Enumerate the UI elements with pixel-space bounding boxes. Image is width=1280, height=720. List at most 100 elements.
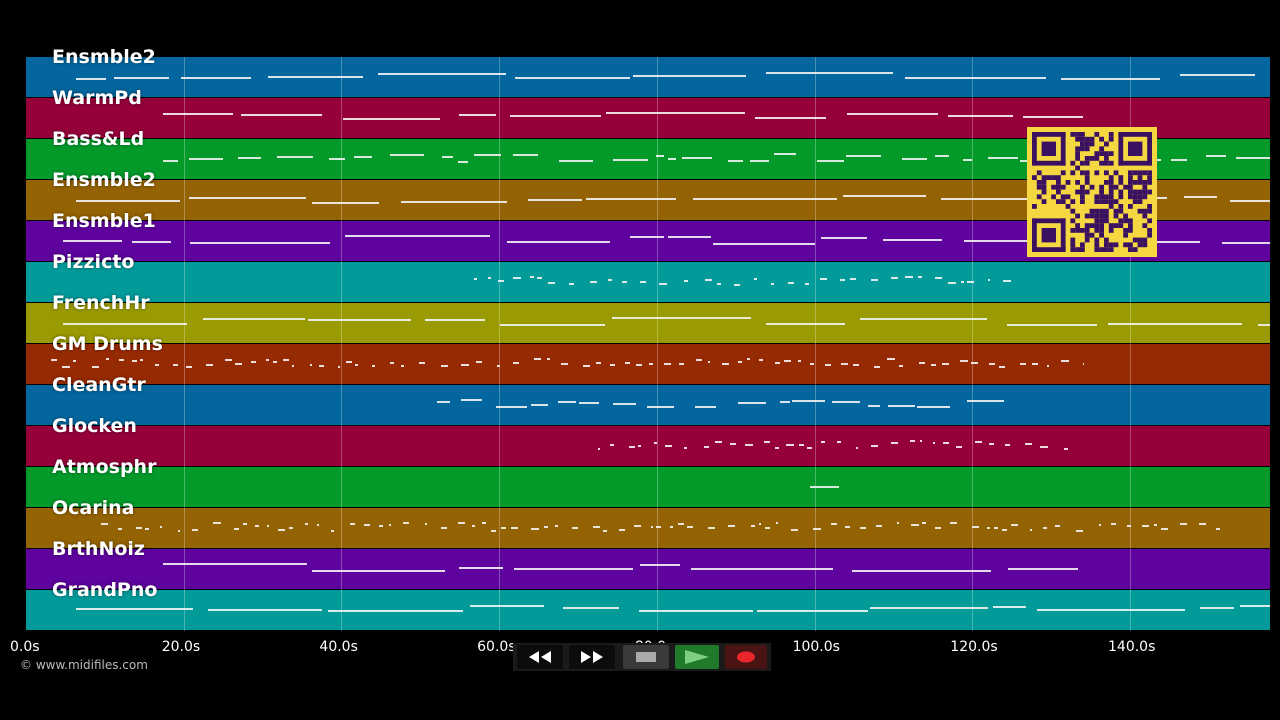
note <box>890 442 898 444</box>
note <box>192 529 198 531</box>
note <box>1043 527 1047 529</box>
note <box>839 279 845 281</box>
note <box>355 364 359 366</box>
note <box>1007 324 1098 326</box>
note <box>764 527 771 529</box>
note <box>988 157 1018 159</box>
note <box>942 363 949 365</box>
note <box>471 525 475 527</box>
note <box>683 280 689 282</box>
note <box>379 525 384 527</box>
note <box>345 361 352 363</box>
track-label: Glocken <box>52 415 137 437</box>
note <box>738 402 766 404</box>
note <box>75 608 193 610</box>
note <box>63 240 122 242</box>
note <box>292 365 295 367</box>
note <box>424 523 428 525</box>
note <box>663 363 672 365</box>
note <box>850 278 856 280</box>
note <box>172 364 178 366</box>
note <box>637 445 641 447</box>
note <box>994 527 998 529</box>
note <box>188 158 223 160</box>
note <box>602 530 607 532</box>
note <box>606 112 746 114</box>
play-icon <box>685 650 709 664</box>
note <box>512 154 539 156</box>
track-lane <box>26 426 1270 466</box>
note <box>832 401 861 403</box>
note <box>960 360 968 362</box>
note <box>278 529 285 531</box>
note <box>590 281 598 283</box>
note <box>871 445 879 447</box>
note <box>474 154 502 156</box>
note <box>669 526 673 528</box>
note <box>488 277 492 279</box>
stop-button[interactable] <box>623 645 669 669</box>
note <box>1230 200 1270 202</box>
note <box>389 362 394 364</box>
track-label: FrenchHr <box>52 292 150 314</box>
note <box>934 277 943 279</box>
note <box>113 77 169 79</box>
rewind-button[interactable] <box>517 645 563 669</box>
note <box>140 359 143 361</box>
note <box>852 364 859 366</box>
note <box>1221 242 1270 244</box>
time-tick-label: 0.0s <box>10 639 40 655</box>
note <box>934 155 950 157</box>
note <box>613 403 637 405</box>
note <box>507 241 610 243</box>
note <box>905 276 913 278</box>
fast-forward-button[interactable] <box>569 645 615 669</box>
note <box>100 523 108 525</box>
note <box>905 77 1046 79</box>
note <box>515 77 631 79</box>
note <box>987 279 991 281</box>
note <box>610 444 614 446</box>
stop-icon <box>636 652 656 662</box>
track-lane <box>26 549 1270 589</box>
note <box>836 441 842 443</box>
note <box>500 527 507 529</box>
track-label: Pizzicto <box>52 251 135 273</box>
track-label: Bass&Ld <box>52 128 145 150</box>
note <box>649 363 653 365</box>
note <box>513 277 522 279</box>
note <box>611 317 751 319</box>
track-lane <box>26 508 1270 548</box>
note <box>816 160 844 162</box>
note <box>757 610 868 612</box>
note <box>440 365 448 367</box>
note <box>1003 280 1012 282</box>
note <box>1258 324 1270 326</box>
note <box>882 239 942 241</box>
note <box>810 363 814 365</box>
note <box>919 440 923 442</box>
note <box>436 401 451 403</box>
record-button[interactable] <box>725 645 767 669</box>
track-label: Atmosphr <box>52 456 157 478</box>
note <box>608 279 613 281</box>
note <box>162 160 178 162</box>
note <box>922 522 926 524</box>
note <box>162 113 233 115</box>
note <box>117 528 123 530</box>
note <box>932 442 936 444</box>
note <box>786 444 795 446</box>
grid-line <box>1130 57 1131 631</box>
note <box>1142 525 1150 527</box>
play-button[interactable] <box>675 645 719 669</box>
note <box>1036 609 1186 611</box>
rewind-icon <box>529 651 551 663</box>
note <box>949 522 957 524</box>
note <box>162 563 308 565</box>
note <box>707 361 711 363</box>
note <box>651 526 654 528</box>
track-label: GM Drums <box>52 333 163 355</box>
note <box>842 195 927 197</box>
note <box>319 365 324 367</box>
note <box>1029 529 1032 531</box>
